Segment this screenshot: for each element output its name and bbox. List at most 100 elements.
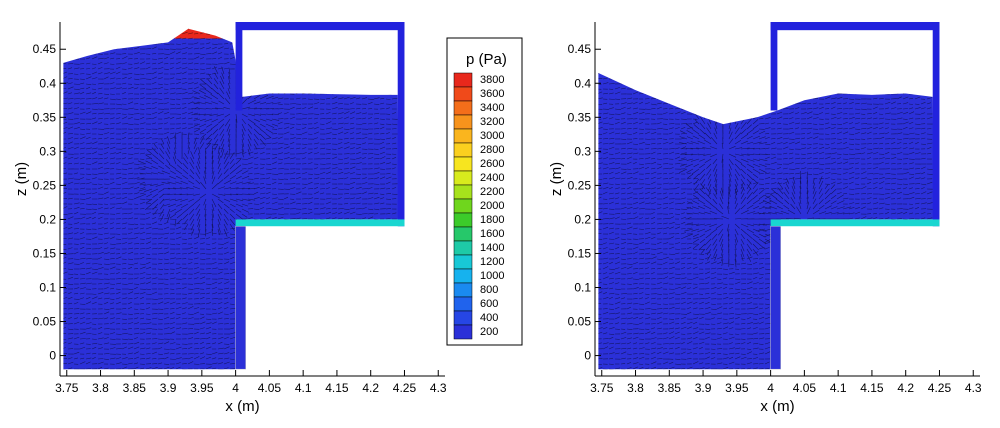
- y-tick-label: 0.2: [574, 212, 591, 226]
- chamber-right-wall: [932, 22, 940, 227]
- legend-swatch: [453, 282, 473, 298]
- legend-swatch: [453, 184, 473, 200]
- legend-swatch: [453, 86, 473, 102]
- x-tick-label: 4.3: [965, 381, 982, 395]
- chamber-right-wall: [397, 22, 405, 227]
- x-tick-label: 4.3: [430, 381, 447, 395]
- legend-label: 2400: [480, 172, 504, 184]
- legend-swatch: [453, 170, 473, 186]
- x-tick-label: 4.15: [860, 381, 884, 395]
- legend-label: 2000: [480, 200, 504, 212]
- y-tick-label: 0.3: [39, 144, 56, 158]
- y-tick-label: 0.25: [568, 178, 592, 192]
- pressure-legend: p (Pa) 3800 3600 3400 3200 3000 2800 2600 2400 2…: [446, 37, 523, 346]
- lower-wall: [235, 225, 246, 370]
- y-tick-label: 0.15: [568, 246, 592, 260]
- x-tick-label: 3.85: [123, 381, 147, 395]
- legend-label: 2600: [480, 158, 504, 170]
- x-axis-title: x (m): [760, 398, 794, 415]
- legend-swatch: [453, 268, 473, 284]
- legend-label: 600: [480, 298, 498, 310]
- x-tick-label: 4: [767, 381, 774, 395]
- x-tick-label: 3.9: [695, 381, 712, 395]
- lower-wall: [770, 225, 781, 370]
- legend-label: 2800: [480, 144, 504, 156]
- legend-label: 3400: [480, 102, 504, 114]
- x-tick-label: 4.05: [258, 381, 282, 395]
- legend-swatch: [453, 324, 473, 340]
- y-tick-label: 0.35: [568, 110, 592, 124]
- x-tick-label: 3.85: [658, 381, 682, 395]
- right-panel: 3.75 3.8 3.85 3.9 3.95 4 4.05 4.1 4.15 4.2 4.25 4.3…: [548, 22, 982, 415]
- legend-label: 200: [480, 326, 498, 338]
- y-tick-label: 0.15: [33, 246, 57, 260]
- legend-label: 3000: [480, 130, 504, 142]
- y-tick-label: 0: [49, 349, 56, 363]
- legend-swatch: [453, 114, 473, 130]
- chamber-floor: [770, 219, 940, 227]
- x-tick-label: 3.8: [627, 381, 644, 395]
- x-tick-label: 4.2: [897, 381, 914, 395]
- y-axis-title: z (m): [548, 162, 565, 196]
- legend-swatch: [453, 254, 473, 270]
- y-tick-label: 0.3: [574, 144, 591, 158]
- x-axis-title: x (m): [225, 398, 259, 415]
- legend-label: 800: [480, 284, 498, 296]
- x-tick-label: 3.75: [590, 381, 614, 395]
- legend-label: 1200: [480, 256, 504, 268]
- legend-label: 2200: [480, 186, 504, 198]
- legend-label: 400: [480, 312, 498, 324]
- legend-swatch: [453, 100, 473, 116]
- legend-swatch: [453, 226, 473, 242]
- chamber-floor: [235, 219, 405, 227]
- legend-swatch: [453, 198, 473, 214]
- x-tick-label: 4.25: [393, 381, 417, 395]
- legend-label: 3200: [480, 116, 504, 128]
- legend-swatch: [453, 240, 473, 256]
- y-tick-label: 0.05: [568, 315, 592, 329]
- legend-swatch: [453, 72, 473, 88]
- x-tick-label: 4.25: [928, 381, 952, 395]
- y-tick-label: 0.05: [33, 315, 57, 329]
- y-tick-label: 0: [584, 349, 591, 363]
- x-tick-label: 4.1: [830, 381, 847, 395]
- y-tick-label: 0.45: [33, 42, 57, 56]
- legend-swatches: 3800 3600 3400 3200 3000 2800 2600 2400 2200 2000…: [453, 72, 504, 340]
- inlet-wall: [770, 22, 778, 111]
- x-tick-label: 4.15: [325, 381, 349, 395]
- x-tick-label: 4: [232, 381, 239, 395]
- legend-label: 3600: [480, 88, 504, 100]
- y-tick-label: 0.4: [39, 76, 56, 90]
- x-tick-label: 3.8: [92, 381, 109, 395]
- chamber-top-wall: [235, 22, 405, 31]
- x-tick-label: 4.1: [295, 381, 312, 395]
- legend-swatch: [453, 156, 473, 172]
- x-tick-label: 4.05: [793, 381, 817, 395]
- inlet-wall: [235, 22, 243, 111]
- legend-title: p (Pa): [466, 51, 507, 68]
- legend-label: 1800: [480, 214, 504, 226]
- y-tick-label: 0.1: [39, 281, 56, 295]
- y-tick-label: 0.45: [568, 42, 592, 56]
- y-tick-label: 0.35: [33, 110, 57, 124]
- legend-swatch: [453, 212, 473, 228]
- x-tick-label: 3.95: [190, 381, 214, 395]
- x-tick-label: 3.9: [160, 381, 177, 395]
- legend-swatch: [453, 296, 473, 312]
- chamber-top-wall: [770, 22, 940, 31]
- y-axis-title: z (m): [13, 162, 30, 196]
- legend-label: 1000: [480, 270, 504, 282]
- legend-label: 1400: [480, 242, 504, 254]
- legend-swatch: [453, 142, 473, 158]
- x-tick-label: 3.75: [55, 381, 79, 395]
- y-tick-label: 0.25: [33, 178, 57, 192]
- y-tick-label: 0.2: [39, 212, 56, 226]
- y-tick-label: 0.4: [574, 76, 591, 90]
- y-tick-label: 0.1: [574, 281, 591, 295]
- legend-label: 3800: [480, 74, 504, 86]
- legend-swatch: [453, 310, 473, 326]
- legend-swatch: [453, 128, 473, 144]
- legend-label: 1600: [480, 228, 504, 240]
- x-tick-label: 3.95: [725, 381, 749, 395]
